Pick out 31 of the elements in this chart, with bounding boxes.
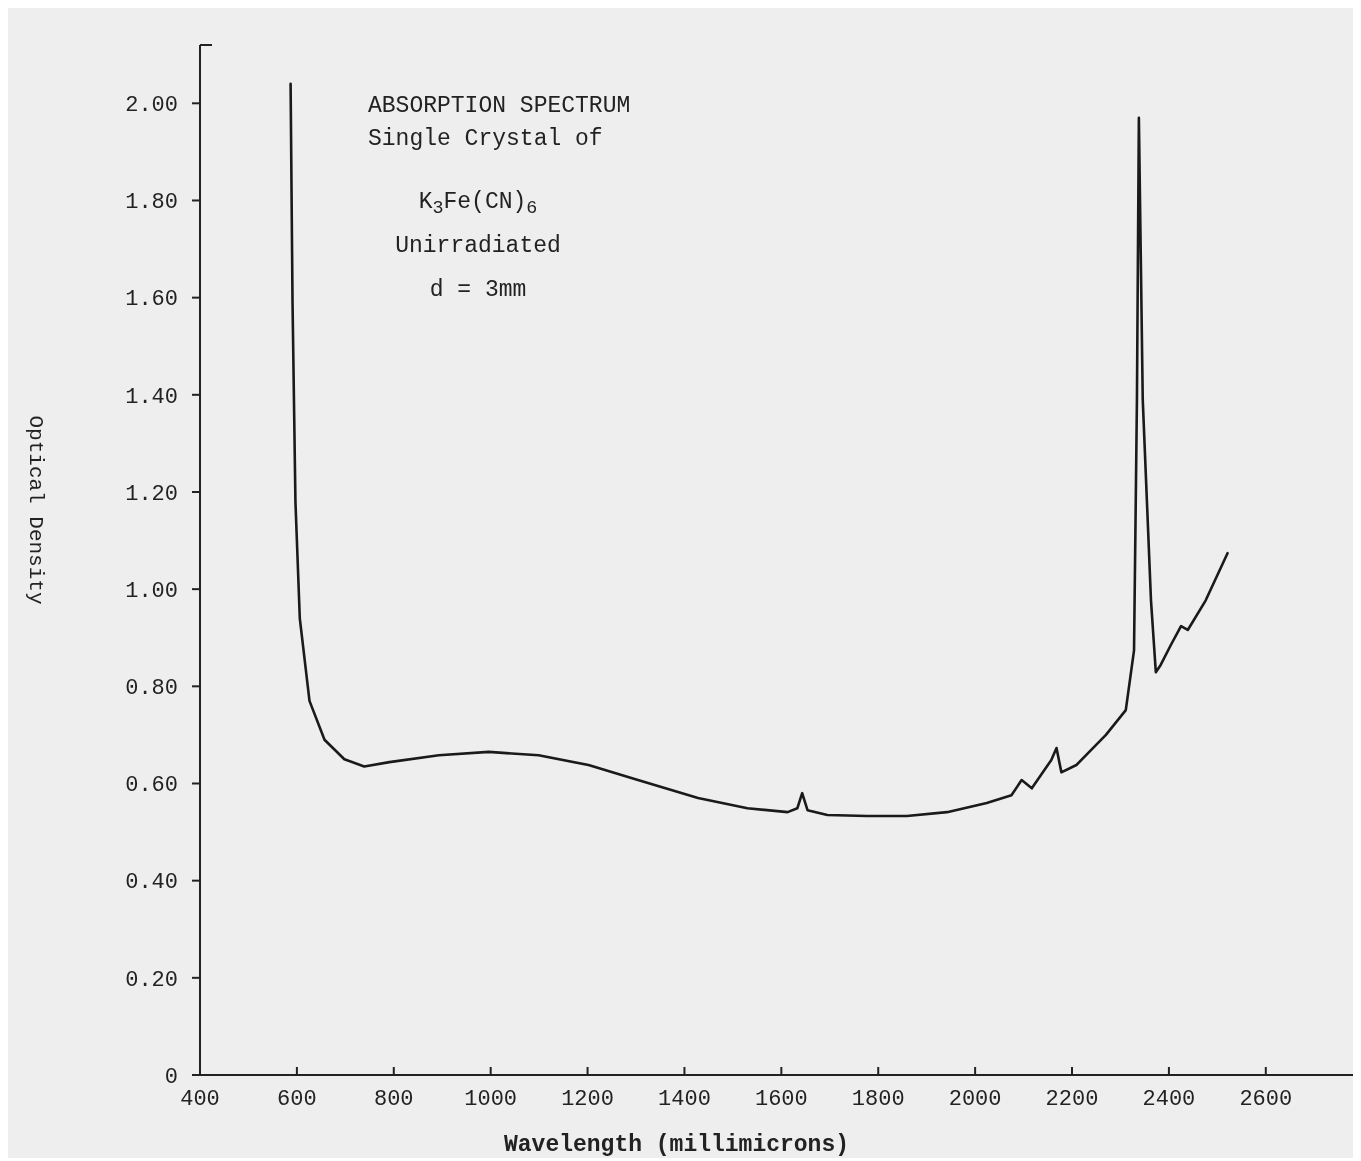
x-tick-label: 1400 xyxy=(658,1087,711,1112)
y-tick-label: 2.00 xyxy=(125,93,178,118)
x-tick-label: 800 xyxy=(373,1087,414,1112)
y-axis-title: Optical Density xyxy=(24,415,47,605)
x-tick-label: 2200 xyxy=(1045,1087,1099,1112)
x-tick-label: 600 xyxy=(277,1087,317,1112)
annotation: K$_{3}$Fe(CN)$_{6}$ xyxy=(418,189,538,220)
y-tick-label: 1.40 xyxy=(125,384,178,410)
x-tick-label: 1600 xyxy=(754,1087,808,1112)
y-tick-label: 0 xyxy=(164,1064,178,1090)
y-tick-label: 1.20 xyxy=(125,481,178,507)
y-tick-label: 1.60 xyxy=(125,287,178,313)
x-tick-label: 2400 xyxy=(1142,1087,1196,1112)
text: Single Crystal of xyxy=(368,126,603,152)
y-tick-label: 0.60 xyxy=(125,773,178,799)
y-tick-label: 1.80 xyxy=(125,190,178,216)
y-tick-label: 1.00 xyxy=(125,578,178,604)
line-series xyxy=(289,82,1229,818)
x-axis-title: Wavelength (millimicrons) xyxy=(503,1132,850,1158)
y-tick-label: 0.40 xyxy=(125,870,178,896)
x-tick-label: 1000 xyxy=(464,1087,518,1112)
y-tick-label: 0.80 xyxy=(125,676,178,702)
x-tick-label: 2600 xyxy=(1239,1087,1293,1112)
x-tick-label: 2000 xyxy=(948,1087,1002,1112)
x-tick-label: 400 xyxy=(180,1087,220,1112)
y-tick-label: 0.20 xyxy=(125,967,178,993)
x-tick-label: 1800 xyxy=(851,1087,905,1112)
x-tick-label: 1200 xyxy=(561,1087,614,1112)
text: ABSORPTION SPECTRUM xyxy=(368,93,631,119)
annotation: d = 3mm xyxy=(429,277,527,303)
annotation: Unirradiated xyxy=(395,233,561,259)
